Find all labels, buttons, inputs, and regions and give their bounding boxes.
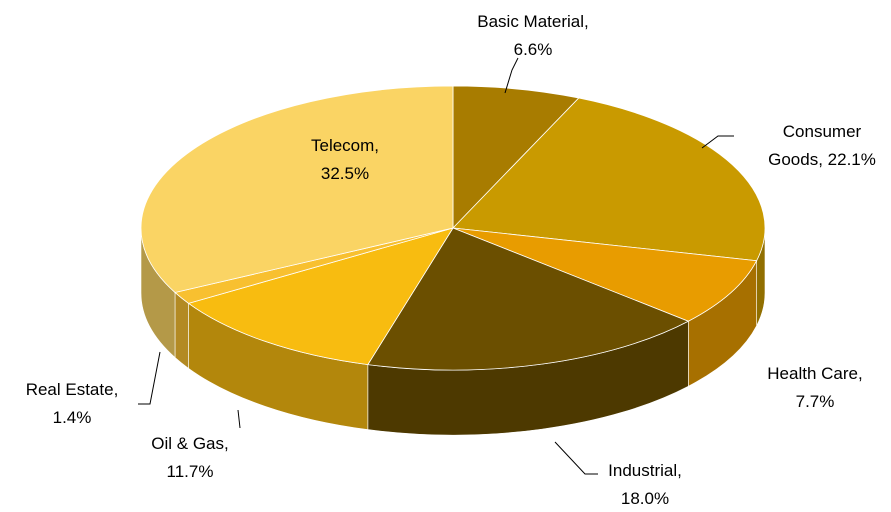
slice: [187, 227, 454, 366]
label-category: Real Estate,: [25, 380, 119, 399]
label-category: Industrial,: [608, 461, 682, 480]
slice-side: [174, 291, 189, 369]
leader-line: [554, 441, 598, 475]
data-label: Health Care, 7.7%: [758, 360, 873, 416]
label-category: Basic Material,: [477, 12, 589, 31]
label-category: Consumer Goods,: [768, 122, 862, 169]
leader-line: [237, 409, 241, 429]
label-value: 18.0%: [620, 489, 670, 508]
label-value: 7.7%: [795, 392, 835, 411]
label-category: Oil & Gas,: [151, 434, 229, 453]
label-value: 6.6%: [513, 40, 553, 59]
data-label: Oil & Gas, 11.7%: [143, 430, 238, 486]
label-value: 22.1%: [827, 150, 876, 169]
slice: [140, 85, 454, 293]
leader-line: [701, 135, 734, 149]
slice: [367, 227, 690, 371]
data-label: Basic Material, 6.6%: [466, 8, 601, 64]
slice: [452, 85, 580, 229]
label-value: 11.7%: [166, 462, 214, 481]
leader-line: [504, 57, 519, 94]
label-category: Health Care,: [767, 364, 863, 383]
label-value: 32.5%: [320, 164, 370, 183]
data-label: Telecom, 32.5%: [300, 132, 390, 188]
label-value: 1.4%: [52, 408, 92, 427]
data-label: Real Estate, 1.4%: [20, 376, 125, 432]
slice: [452, 227, 758, 322]
slice: [452, 97, 766, 262]
data-label: Industrial, 18.0%: [595, 457, 695, 512]
label-category: Telecom,: [310, 136, 380, 155]
leader-line: [138, 351, 161, 405]
data-label: Consumer Goods, 22.1%: [760, 118, 885, 174]
